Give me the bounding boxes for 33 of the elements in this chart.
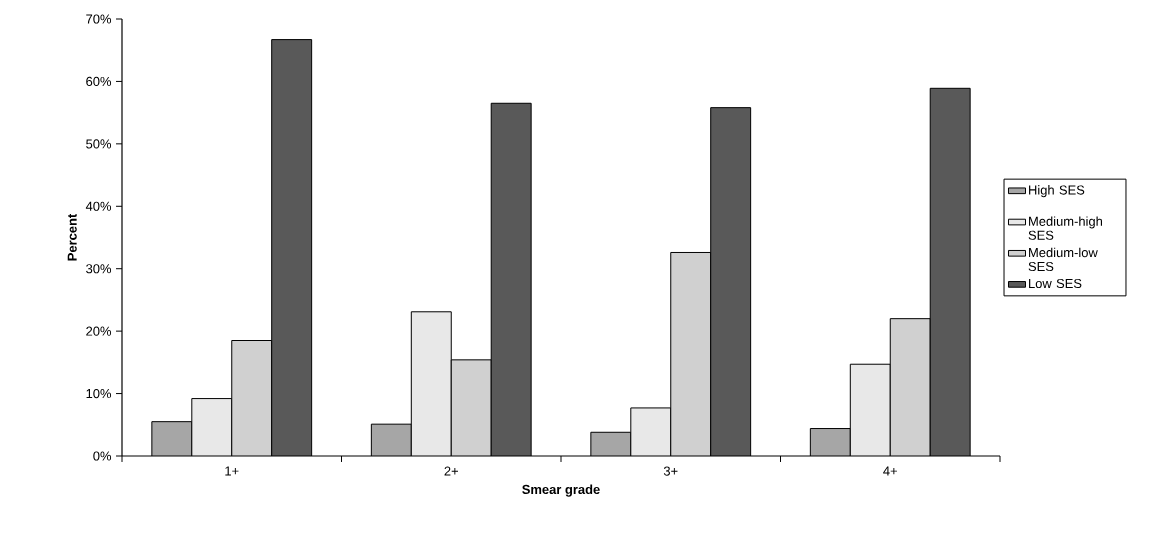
y-axis-title: Percent	[67, 213, 77, 261]
bar	[670, 252, 711, 456]
x-tick-label: 1+	[225, 466, 239, 476]
bar	[271, 39, 312, 456]
legend-label: High SES	[1029, 185, 1085, 198]
y-tick-label: 50%	[86, 139, 112, 149]
x-tick-label: 3+	[663, 466, 678, 476]
bar	[451, 359, 492, 456]
bar	[491, 103, 532, 456]
y-tick-label: 70%	[86, 14, 112, 24]
y-tick-label: 60%	[86, 76, 112, 87]
bar	[630, 407, 671, 456]
legend-label: Low SES	[1029, 278, 1082, 289]
y-tick-label: 0%	[93, 451, 112, 461]
y-tick-label: 30%	[86, 264, 112, 274]
bar	[809, 428, 851, 456]
bar	[371, 424, 412, 456]
bar	[849, 363, 891, 456]
bar	[231, 340, 272, 456]
bar	[151, 421, 192, 456]
legend-label: Medium-high SES	[1028, 216, 1102, 240]
bar	[929, 87, 971, 456]
y-tick-label: 40%	[85, 201, 112, 211]
bar	[889, 318, 931, 456]
x-tick-label: 2+	[444, 466, 458, 476]
bar	[191, 398, 232, 456]
x-axis-title: Smear grade	[522, 484, 600, 497]
bar	[710, 107, 751, 456]
y-tick-label: 10%	[86, 388, 112, 399]
legend-label: Medium-low SES	[1028, 247, 1098, 272]
y-tick-label: 20%	[86, 326, 112, 336]
x-tick-label: 4+	[883, 466, 897, 476]
bar	[411, 311, 452, 456]
